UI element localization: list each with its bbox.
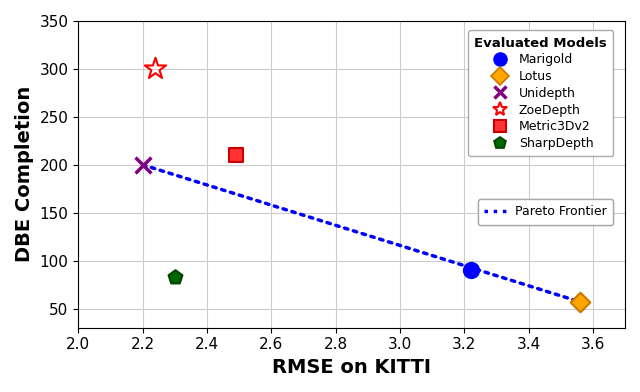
Point	[170, 274, 180, 280]
Point	[231, 152, 241, 158]
Y-axis label: DBE Completion: DBE Completion	[15, 86, 34, 263]
Point	[575, 299, 585, 305]
Point	[465, 267, 476, 273]
Point	[138, 162, 148, 168]
Point	[150, 66, 161, 72]
X-axis label: RMSE on KITTI: RMSE on KITTI	[272, 358, 431, 377]
Legend: Pareto Frontier: Pareto Frontier	[478, 199, 613, 225]
